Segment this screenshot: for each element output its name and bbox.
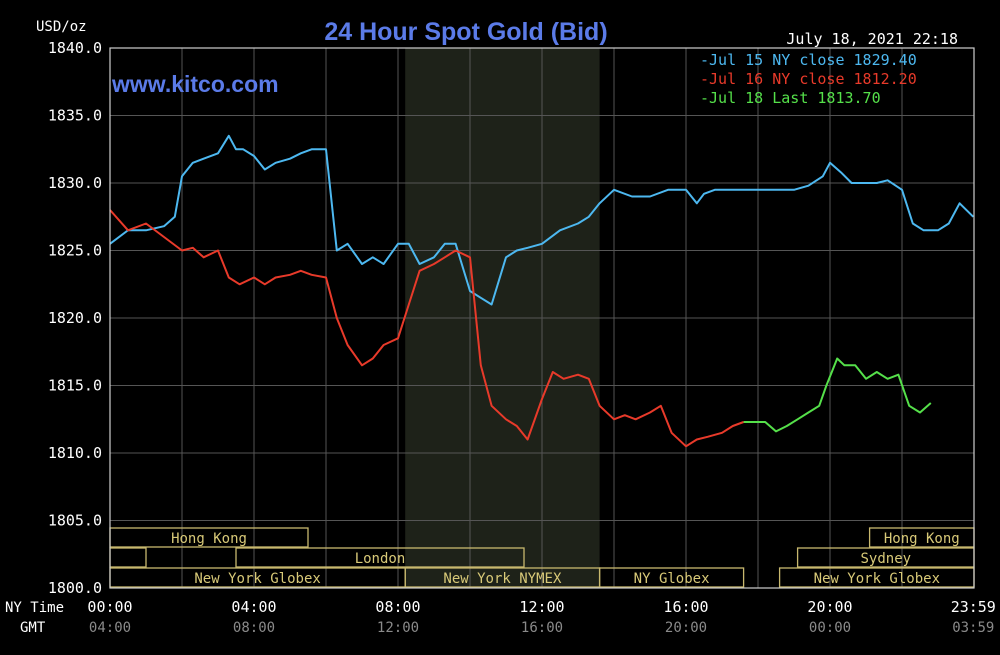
- ny-time-axis-label: NY Time: [5, 600, 64, 616]
- series-line-1: [109, 209, 744, 448]
- y-tick-label: 1830.0: [48, 174, 102, 192]
- x-tick-label-gmt: 04:00: [89, 620, 131, 636]
- x-tick-label-gmt: 00:00: [809, 620, 851, 636]
- x-tick-label-ny: 20:00: [807, 598, 852, 616]
- plot-frame: [109, 47, 975, 589]
- x-tick-label-ny: 08:00: [375, 598, 420, 616]
- series-lines: [109, 134, 975, 448]
- session-label: New York Globex: [194, 571, 320, 587]
- x-tick-label-ny: 16:00: [663, 598, 708, 616]
- legend-entry-jul18: -Jul 18 Last 1813.70: [700, 89, 881, 107]
- session-label: Sydney: [861, 551, 912, 567]
- y-tick-label: 1815.0: [48, 377, 102, 395]
- legend-entry-jul15: -Jul 15 NY close 1829.40: [700, 51, 917, 69]
- market-sessions: Hong Kong London New York Globex New York N…: [109, 527, 975, 588]
- session-label: London: [355, 551, 406, 567]
- gmt-axis-label: GMT: [20, 620, 46, 636]
- grid-lines: [110, 47, 974, 589]
- y-tick-label: 1835.0: [48, 107, 102, 125]
- session-label: Hong Kong: [884, 531, 960, 547]
- legend-entry-jul16: -Jul 16 NY close 1812.20: [700, 70, 917, 88]
- y-tick-label: 1820.0: [48, 309, 102, 327]
- session-label: New York NYMEX: [443, 571, 562, 587]
- x-tick-label-ny: 12:00: [519, 598, 564, 616]
- site-label: www.kitco.com: [111, 71, 279, 97]
- session-box: [235, 547, 525, 568]
- x-tick-label-ny: 04:00: [231, 598, 276, 616]
- y-axis-unit-label: USD/oz: [36, 19, 87, 35]
- session-label: NY Globex: [634, 571, 710, 587]
- y-axis-ticks: 1840.0 1835.0 1830.0 1825.0 1820.0 1815.0 1810…: [48, 39, 102, 597]
- series-line-2: [743, 357, 932, 433]
- y-tick-label: 1805.0: [48, 512, 102, 530]
- x-tick-label-gmt: 12:00: [377, 620, 419, 636]
- x-tick-label-ny: 00:00: [87, 598, 132, 616]
- x-tick-label-gmt: 20:00: [665, 620, 707, 636]
- y-tick-label: 1810.0: [48, 444, 102, 462]
- x-tick-label-gmt: 16:00: [521, 620, 563, 636]
- y-tick-label: 1840.0: [48, 39, 102, 57]
- x-tick-label-gmt: 08:00: [233, 620, 275, 636]
- chart-title: 24 Hour Spot Gold (Bid): [324, 18, 607, 46]
- session-label: Hong Kong: [171, 531, 247, 547]
- session-box: [598, 567, 745, 588]
- x-tick-label-ny: 23:59: [951, 598, 996, 616]
- y-tick-label: 1800.0: [48, 579, 102, 597]
- legend: -Jul 15 NY close 1829.40 -Jul 16 NY clos…: [700, 51, 917, 107]
- series-line-0: [109, 134, 975, 306]
- timestamp: July 18, 2021 22:18: [786, 30, 958, 48]
- x-tick-label-gmt: 03:59: [952, 620, 994, 636]
- x-axis-ticks: 00:00 04:00 04:00 08:00 08:00 12:00 12:00 16:00…: [87, 598, 995, 636]
- session-label: New York Globex: [814, 571, 940, 587]
- y-tick-label: 1825.0: [48, 242, 102, 260]
